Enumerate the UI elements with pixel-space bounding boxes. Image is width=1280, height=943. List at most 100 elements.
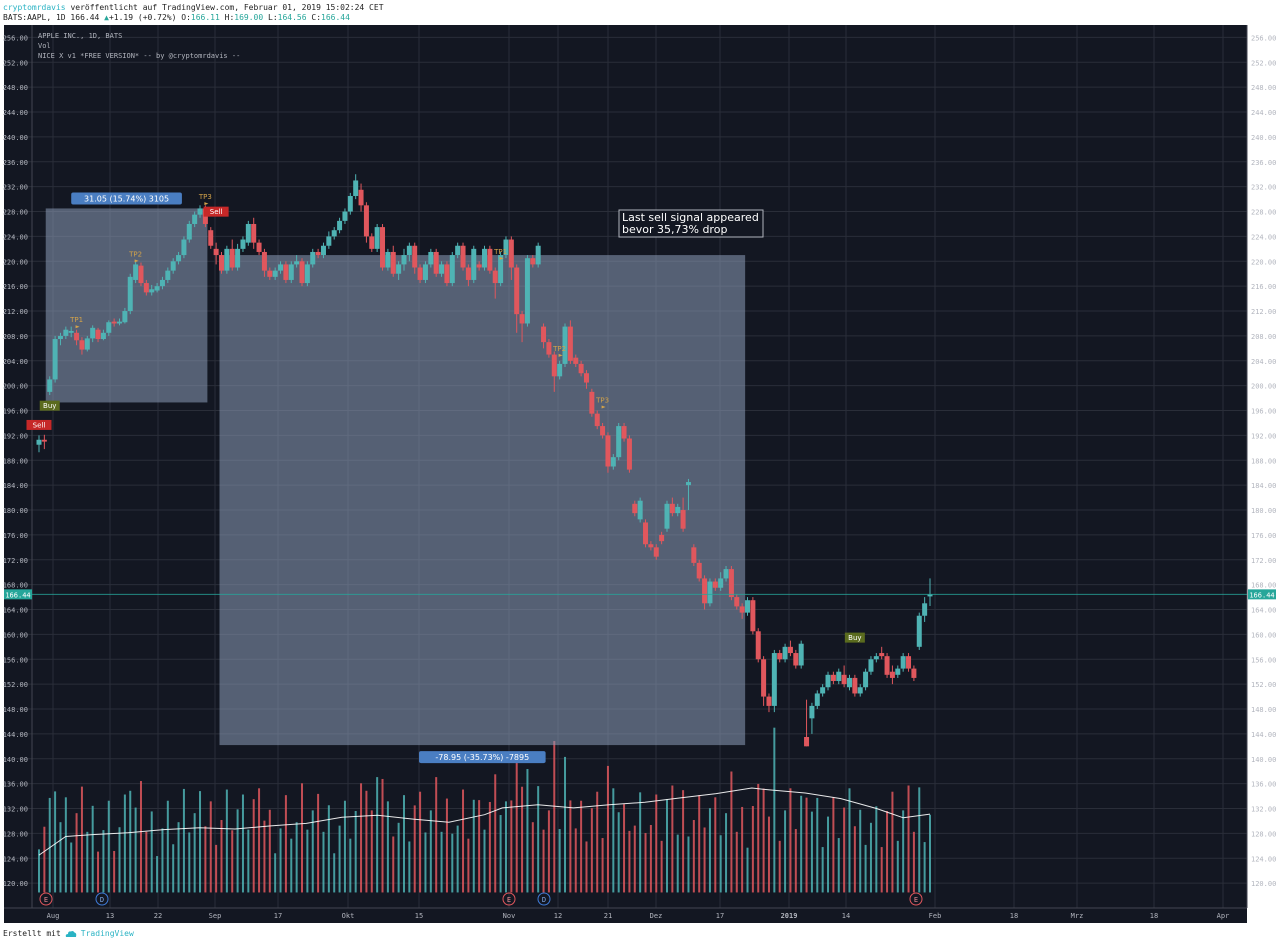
volume-bar	[172, 844, 175, 893]
volume-bar	[386, 801, 389, 893]
candle-body	[551, 354, 557, 377]
candle-body	[830, 674, 836, 682]
y-tick-label-right: 136.00	[1251, 781, 1276, 789]
candle-body	[154, 286, 160, 291]
volume-bar	[639, 792, 642, 893]
candle-body	[224, 248, 230, 271]
candle-body	[922, 603, 928, 616]
volume-bar	[139, 781, 142, 893]
sell-signal-bg	[26, 419, 52, 430]
candle-body	[444, 264, 450, 284]
y-tick-label-right: 224.00	[1251, 233, 1276, 241]
y-tick-label-left: 256.00	[3, 34, 28, 42]
candle-body	[449, 255, 455, 284]
candle-body	[804, 736, 810, 747]
y-tick-label-left: 216.00	[3, 283, 28, 291]
tradingview-brand[interactable]: TradingView	[80, 929, 134, 938]
y-tick-label-left: 240.00	[3, 134, 28, 142]
candle-body	[718, 578, 724, 588]
tp-signal-label: TP2	[552, 345, 566, 353]
volume-bar	[864, 844, 867, 893]
candle-body	[573, 357, 579, 364]
volume-bar	[698, 795, 701, 893]
volume-bar	[816, 797, 819, 893]
y-tick-label-left: 192.00	[3, 432, 28, 440]
volume-bar	[311, 810, 314, 893]
volume-bar	[725, 813, 728, 893]
tp-flag-icon	[558, 353, 563, 357]
last-price-tag-right: 166.44	[1249, 591, 1274, 599]
candle-body	[390, 251, 396, 274]
candle-body	[541, 326, 547, 343]
volume-bar	[564, 756, 567, 893]
volume-bar	[75, 813, 78, 893]
y-tick-label-left: 200.00	[3, 383, 28, 391]
legend-symbol: APPLE INC., 1D, BATS	[38, 32, 122, 40]
candle-body	[814, 693, 820, 706]
volume-bar	[526, 769, 529, 893]
volume-bar	[241, 794, 244, 893]
volume-bar	[156, 856, 159, 893]
candle-body	[600, 426, 606, 436]
x-tick-label: 14	[842, 912, 850, 920]
buy-signal-bg	[844, 632, 865, 643]
candle-body	[235, 248, 241, 268]
last-price-tag-right-bg	[1248, 589, 1276, 600]
candle-body	[825, 674, 831, 688]
volume-bar	[827, 816, 830, 893]
y-tick-label-right: 188.00	[1251, 457, 1276, 465]
y-tick-label-left: 204.00	[3, 358, 28, 366]
measure-label: -78.95 (-35.73%) -7895	[435, 753, 529, 762]
y-tick-label-left: 160.00	[3, 631, 28, 639]
volume-bar	[145, 831, 148, 893]
candle-body	[916, 615, 922, 647]
candle-body	[41, 439, 47, 442]
buy-signal-label: Buy	[848, 634, 861, 642]
volume-bar	[408, 841, 411, 893]
candle-body	[170, 261, 176, 271]
volume-bar	[317, 793, 320, 893]
candle-body	[482, 248, 487, 268]
candle-body	[583, 373, 589, 383]
volume-bar	[714, 797, 717, 893]
candle-body	[304, 264, 310, 284]
tp-signal-label: TP3	[198, 193, 212, 201]
author-link[interactable]: cryptomrdavis	[3, 3, 66, 12]
volume-bar	[569, 800, 572, 893]
candle-body	[589, 391, 595, 414]
candle-body	[852, 677, 858, 694]
candle-body	[868, 659, 874, 672]
candle-body	[218, 255, 224, 271]
volume-bar	[751, 806, 754, 893]
candle-body	[846, 677, 852, 688]
candle-body	[127, 276, 133, 312]
candle-body	[52, 339, 58, 380]
y-tick-label-right: 236.00	[1251, 159, 1276, 167]
candle-body	[256, 242, 262, 252]
candle-body	[396, 264, 402, 274]
earnings-marker-icon	[502, 892, 516, 906]
y-tick-label-right: 220.00	[1251, 258, 1276, 266]
candle-body	[632, 503, 638, 514]
volume-bar	[231, 830, 234, 893]
candle-body	[57, 335, 63, 340]
volume-bar	[515, 753, 518, 893]
sell-signal-label: Sell	[33, 421, 46, 429]
dividend-marker-icon	[95, 892, 109, 906]
candle-body	[637, 500, 643, 520]
dividend-marker-icon	[537, 892, 551, 906]
candle-body	[369, 236, 375, 249]
x-tick-label: Okt	[342, 912, 355, 920]
volume-bar	[580, 800, 583, 893]
candle-body	[911, 668, 917, 678]
candle-body	[36, 439, 42, 445]
tp-flag-icon	[204, 202, 209, 206]
volume-bar	[252, 799, 255, 893]
volume-bar	[80, 786, 83, 893]
volume-bar	[43, 826, 46, 893]
volume-bar	[113, 850, 116, 893]
sell-signal-label: Sell	[210, 208, 223, 216]
volume-bar	[483, 829, 486, 893]
volume-bar	[821, 847, 824, 893]
